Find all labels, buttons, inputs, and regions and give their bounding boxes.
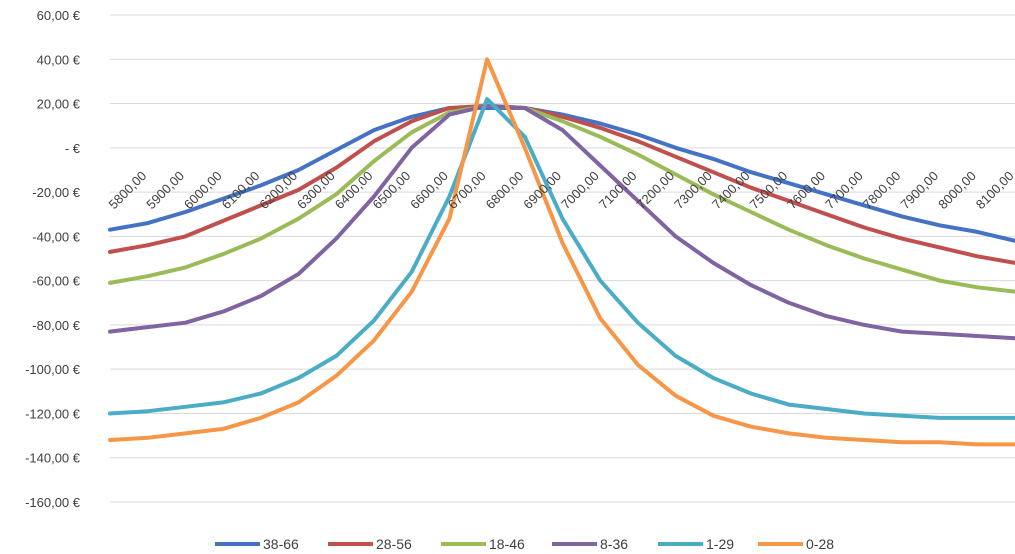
legend-item: 8-36 <box>552 536 628 552</box>
legend-label: 1-29 <box>706 536 734 552</box>
x-tick-label: 7000,00 <box>558 168 602 212</box>
y-tick-label: - € <box>65 141 81 156</box>
legend-label: 28-56 <box>376 536 412 552</box>
legend: 38-66 28-56 18-46 8-36 1-29 0-28 <box>215 536 834 552</box>
y-tick-label: -160,00 € <box>25 495 81 510</box>
x-tick-label: 7900,00 <box>897 168 941 212</box>
x-tick-label: 8000,00 <box>935 168 979 212</box>
legend-label: 0-28 <box>806 536 834 552</box>
series-line-18-46 <box>108 103 1015 294</box>
x-axis-ticks: 5800,005900,006000,006100,006200,006300,… <box>106 168 1015 212</box>
x-tick-label: 8100,00 <box>973 168 1015 212</box>
series-line-38-66 <box>108 106 1015 243</box>
legend-label: 38-66 <box>263 536 299 552</box>
legend-label: 8-36 <box>600 536 628 552</box>
legend-item: 38-66 <box>215 536 299 552</box>
y-tick-label: 20,00 € <box>37 97 81 112</box>
legend-label: 18-46 <box>489 536 525 552</box>
y-tick-label: -60,00 € <box>32 274 80 289</box>
x-tick-label: 5800,00 <box>106 168 150 212</box>
y-tick-label: 40,00 € <box>37 52 81 67</box>
y-tick-label: -100,00 € <box>25 362 81 377</box>
legend-item: 18-46 <box>441 536 525 552</box>
grid-lines <box>110 14 1015 503</box>
x-tick-label: 7200,00 <box>633 168 677 212</box>
y-tick-label: -120,00 € <box>25 406 81 421</box>
legend-item: 0-28 <box>758 536 834 552</box>
x-tick-label: 6800,00 <box>483 168 527 212</box>
legend-item: 28-56 <box>328 536 412 552</box>
y-tick-label: -140,00 € <box>25 451 81 466</box>
y-tick-label: -20,00 € <box>32 185 80 200</box>
y-tick-label: -40,00 € <box>32 229 80 244</box>
y-axis-ticks: 60,00 € 40,00 € 20,00 € - € -20,00 € -40,00 €… <box>25 8 81 510</box>
series-line-28-56 <box>108 103 1015 265</box>
x-tick-label: 7100,00 <box>596 168 640 212</box>
legend-item: 1-29 <box>658 536 734 552</box>
series-line-0-28 <box>108 57 1015 447</box>
x-tick-label: 5900,00 <box>143 168 187 212</box>
y-tick-label: 60,00 € <box>37 8 81 23</box>
series-line-1-29 <box>108 97 1015 420</box>
series-lines <box>108 57 1015 447</box>
y-tick-label: -80,00 € <box>32 318 80 333</box>
x-tick-label: 7800,00 <box>860 168 904 212</box>
series-line-8-36 <box>108 103 1015 341</box>
